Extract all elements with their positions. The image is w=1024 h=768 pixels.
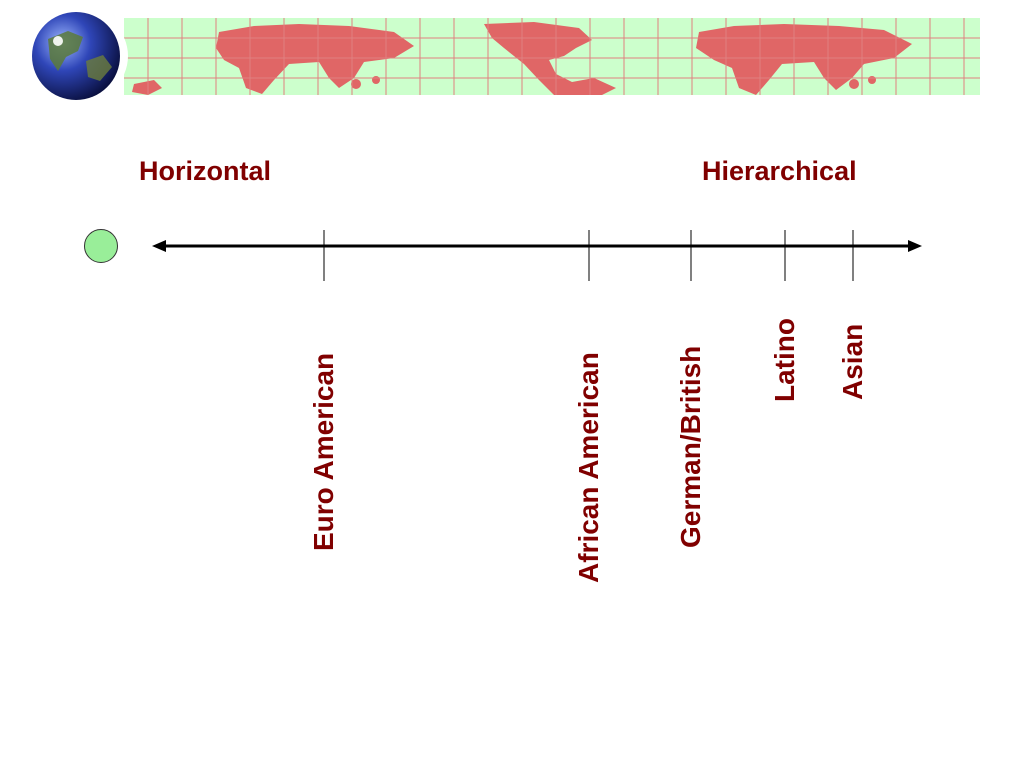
left-arrow-icon [152, 240, 166, 252]
label-latino: Latino [769, 318, 800, 402]
label-german-british: German/British [675, 345, 706, 548]
right-arrow-icon [908, 240, 922, 252]
label-euro-american: Euro American [308, 352, 339, 551]
world-map-icon [124, 18, 980, 95]
label-african-american: African American [573, 352, 604, 583]
label-asian: Asian [837, 323, 868, 400]
horizontal-end-label: Horizontal [139, 156, 271, 186]
globe-icon [28, 9, 128, 103]
world-map-banner [124, 18, 980, 95]
axis-line [152, 240, 922, 252]
circle-marker-icon [84, 229, 118, 263]
hierarchical-end-label: Hierarchical [702, 156, 857, 186]
